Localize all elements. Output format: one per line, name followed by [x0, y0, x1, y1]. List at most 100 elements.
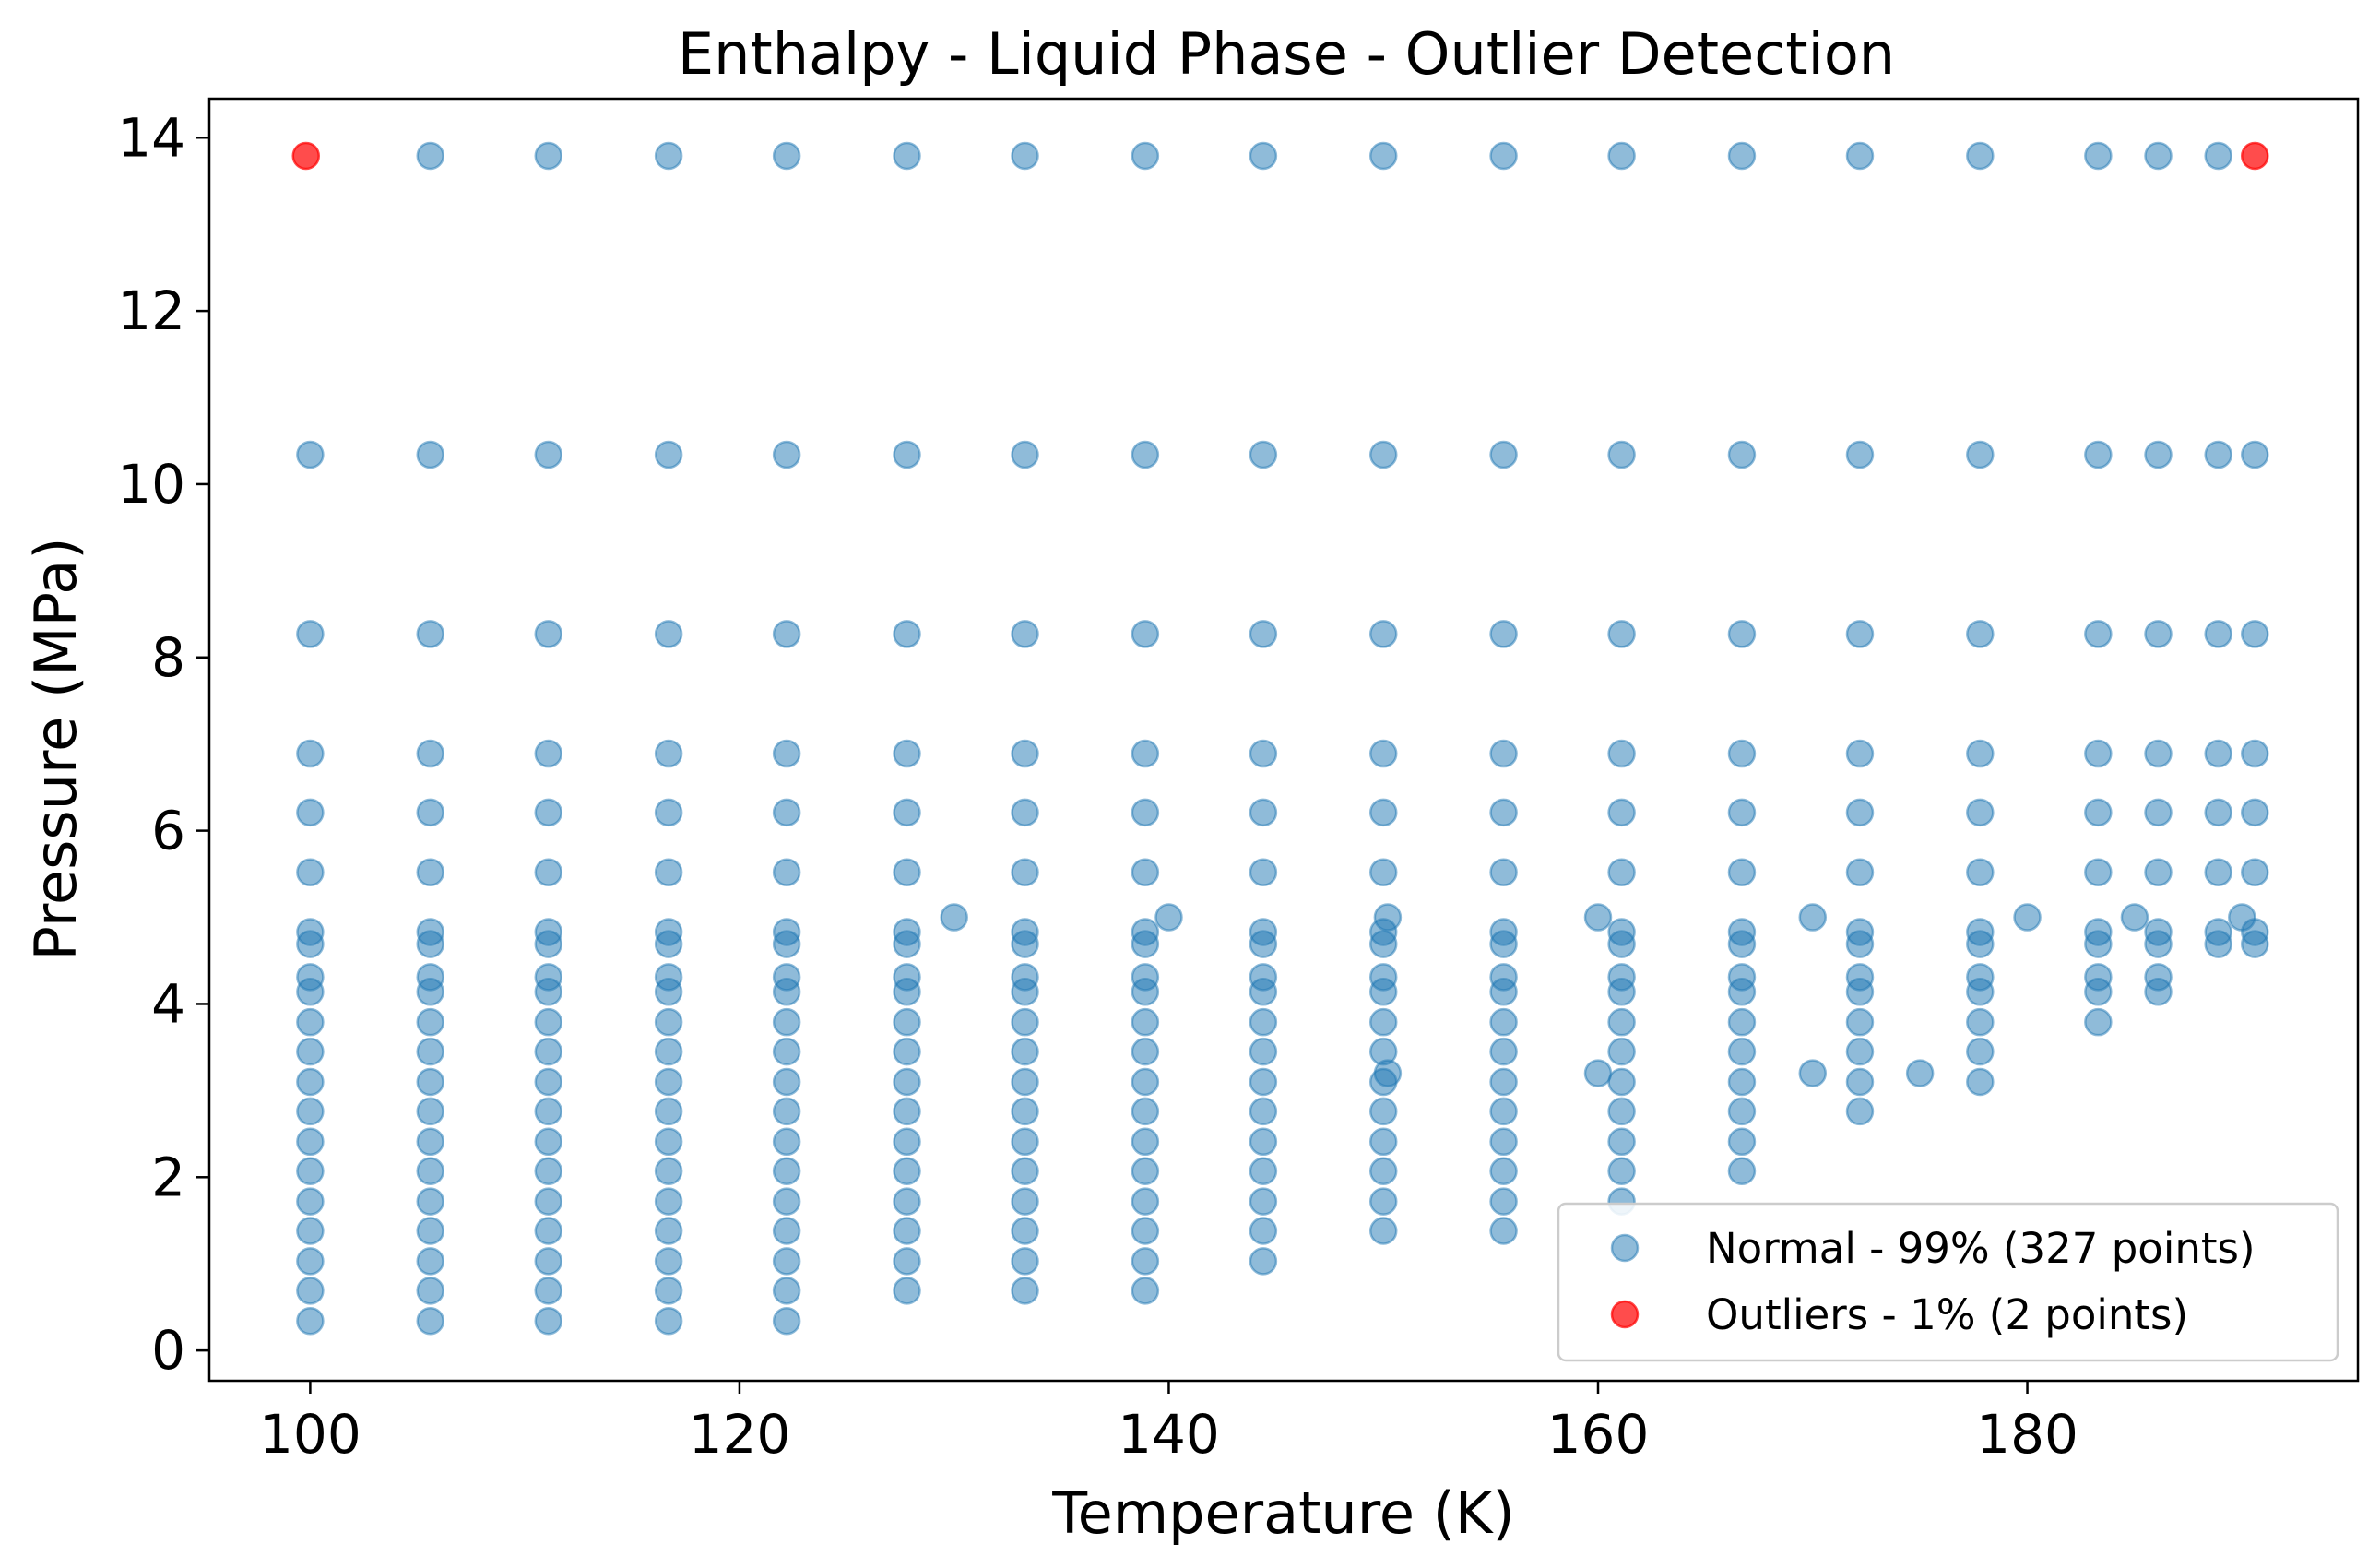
normal-point	[1845, 141, 1875, 171]
normal-point	[772, 1157, 801, 1185]
normal-point	[1249, 858, 1278, 886]
normal-point	[1727, 978, 1757, 1006]
normal-point	[654, 1277, 683, 1305]
normal-point	[1011, 1187, 1039, 1216]
normal-point	[534, 1306, 563, 1336]
normal-point	[1727, 620, 1757, 648]
normal-point	[1368, 141, 1398, 171]
normal-point	[1966, 440, 1995, 469]
normal-point	[1727, 1037, 1757, 1066]
normal-point	[2241, 739, 2269, 768]
normal-point	[2204, 798, 2232, 827]
normal-point	[416, 798, 444, 827]
y-tick-label: 6	[151, 800, 185, 862]
normal-point	[772, 1037, 801, 1066]
normal-point	[296, 1157, 325, 1185]
normal-point	[1368, 739, 1398, 768]
normal-point	[416, 1067, 444, 1097]
normal-point	[893, 1217, 921, 1245]
normal-point	[2144, 858, 2173, 886]
normal-point	[1966, 620, 1995, 648]
normal-point	[1011, 739, 1039, 768]
normal-point	[1489, 1217, 1518, 1245]
normal-point	[2120, 903, 2149, 932]
normal-point	[1489, 1157, 1518, 1185]
normal-point	[1966, 1007, 1995, 1037]
normal-point	[1489, 1127, 1518, 1157]
normal-point	[2241, 440, 2269, 469]
normal-point	[893, 1127, 921, 1157]
normal-point	[1011, 141, 1039, 171]
normal-point	[1368, 1007, 1398, 1037]
normal-point	[416, 1247, 444, 1276]
normal-point	[1368, 1217, 1398, 1245]
x-tick-label: 160	[1547, 1403, 1650, 1466]
normal-point	[1249, 1217, 1278, 1245]
normal-point	[1966, 1067, 1995, 1097]
normal-point	[1489, 739, 1518, 768]
normal-point	[296, 1127, 325, 1157]
y-axis: 0 2 4 6 8 10 12 14	[117, 106, 209, 1382]
normal-point	[534, 1037, 563, 1066]
normal-point	[1249, 440, 1278, 469]
normal-point	[296, 1187, 325, 1216]
normal-point	[893, 440, 921, 469]
normal-point	[534, 620, 563, 648]
normal-point	[772, 1277, 801, 1305]
normal-point	[296, 1007, 325, 1037]
normal-point	[654, 1157, 683, 1185]
normal-point	[1131, 620, 1160, 648]
normal-point	[2144, 798, 2173, 827]
normal-point	[1131, 1037, 1160, 1066]
normal-point	[1845, 1097, 1875, 1126]
normal-point	[2084, 930, 2113, 958]
normal-point	[416, 1187, 444, 1216]
x-axis: 100 120 140 160 180	[259, 1381, 2078, 1466]
normal-point	[1489, 1067, 1518, 1097]
normal-point	[1368, 978, 1398, 1006]
normal-point	[416, 1217, 444, 1245]
normal-point	[1011, 1127, 1039, 1157]
normal-point	[534, 440, 563, 469]
normal-point	[893, 1187, 921, 1216]
x-tick-label: 140	[1118, 1403, 1220, 1466]
normal-point	[1131, 1007, 1160, 1037]
normal-point	[1727, 1157, 1757, 1185]
legend: Normal - 99% (327 points) Outliers - 1% …	[1557, 1202, 2339, 1362]
normal-point	[654, 1097, 683, 1126]
normal-point	[1131, 440, 1160, 469]
normal-point	[534, 739, 563, 768]
normal-point	[893, 141, 921, 171]
normal-point	[1727, 1007, 1757, 1037]
x-tick-label: 120	[689, 1403, 791, 1466]
normal-point	[654, 440, 683, 469]
plot-background	[209, 99, 2358, 1381]
normal-point	[1845, 798, 1875, 827]
normal-point	[416, 141, 444, 171]
normal-point	[534, 978, 563, 1006]
normal-point	[1607, 1007, 1636, 1037]
normal-point	[296, 440, 325, 469]
normal-point	[2084, 978, 2113, 1006]
normal-point	[893, 620, 921, 648]
normal-point	[1727, 930, 1757, 958]
normal-point	[1011, 1247, 1039, 1276]
normal-point	[1368, 1187, 1398, 1216]
normal-point	[1845, 858, 1875, 886]
normal-point	[1845, 978, 1875, 1006]
normal-point	[1368, 858, 1398, 886]
normal-point	[416, 1127, 444, 1157]
normal-point	[893, 1037, 921, 1066]
normal-point	[1249, 1097, 1278, 1126]
normal-point	[2144, 440, 2173, 469]
y-tick-label: 8	[151, 626, 185, 689]
normal-point	[534, 1007, 563, 1037]
normal-point	[296, 1277, 325, 1305]
normal-point	[1489, 930, 1518, 958]
normal-point	[2144, 930, 2173, 958]
normal-point	[534, 1157, 563, 1185]
normal-point	[1845, 1067, 1875, 1097]
normal-point	[1905, 1059, 1935, 1087]
normal-point	[296, 1067, 325, 1097]
